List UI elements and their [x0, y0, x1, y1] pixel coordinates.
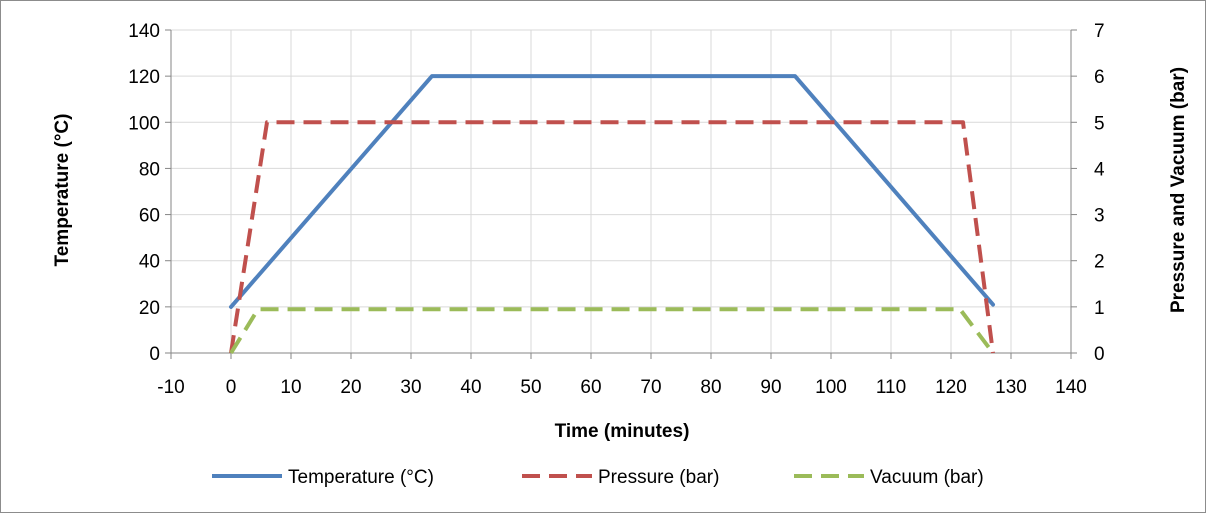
- x-tick-label: 40: [460, 377, 481, 398]
- x-axis-title: Time (minutes): [555, 421, 690, 442]
- x-tick-label: 100: [815, 377, 847, 398]
- x-tick-label: 110: [876, 377, 906, 398]
- y2-tick-label: 6: [1094, 67, 1105, 88]
- x-tick-label: 60: [580, 377, 601, 398]
- x-tick-label: 120: [935, 377, 967, 398]
- x-tick-label: 20: [340, 377, 361, 398]
- y-tick-label: 100: [128, 113, 160, 134]
- x-tick-label: 90: [760, 377, 781, 398]
- axes: [165, 29, 1077, 359]
- y-tick-label: 0: [149, 344, 160, 365]
- series-line-2: [229, 120, 995, 354]
- y-tick-label: 140: [128, 21, 160, 42]
- x-tick-label: 10: [280, 377, 301, 398]
- y-tick-label: 80: [139, 159, 160, 180]
- series-line-3: [229, 307, 995, 355]
- x-tick-label: 80: [700, 377, 721, 398]
- y-axis-title: Temperature (°C): [52, 114, 73, 267]
- y2-axis-title: Pressure and Vacuum (bar): [1168, 67, 1189, 313]
- x-tick-label: 140: [1055, 377, 1087, 398]
- y2-tick-label: 4: [1094, 159, 1105, 180]
- x-tick-label: 50: [520, 377, 541, 398]
- x-tick-label: 70: [640, 377, 661, 398]
- legend-label-1: Temperature (°C): [288, 467, 434, 488]
- y-tick-label: 40: [139, 252, 160, 273]
- x-tick-label: 30: [400, 377, 421, 398]
- y-tick-label: 20: [139, 298, 160, 319]
- y2-tick-label: 0: [1094, 344, 1105, 365]
- tick-labels: -10 0 10 20 30 40 50 60 70 80 90 100 110 120 130 140020…: [128, 21, 1105, 398]
- y2-tick-label: 3: [1094, 206, 1105, 227]
- x-tick-label: -10: [157, 377, 184, 398]
- legend-label-2: Pressure (bar): [598, 467, 719, 488]
- y2-tick-label: 5: [1094, 113, 1105, 134]
- grid: [170, 29, 1072, 354]
- series-layer: [229, 74, 995, 355]
- y2-tick-label: 2: [1094, 252, 1105, 273]
- y2-tick-label: 7: [1094, 21, 1105, 42]
- y-tick-label: 120: [128, 67, 160, 88]
- series-line-1: [229, 74, 995, 309]
- y-tick-label: 60: [139, 206, 160, 227]
- legend: Temperature (°C) Pressure (bar) Vacuum (ba…: [212, 467, 984, 488]
- x-tick-label: 0: [226, 377, 237, 398]
- y2-tick-label: 1: [1094, 298, 1105, 319]
- legend-label-3: Vacuum (bar): [870, 467, 984, 488]
- x-tick-label: 130: [995, 377, 1027, 398]
